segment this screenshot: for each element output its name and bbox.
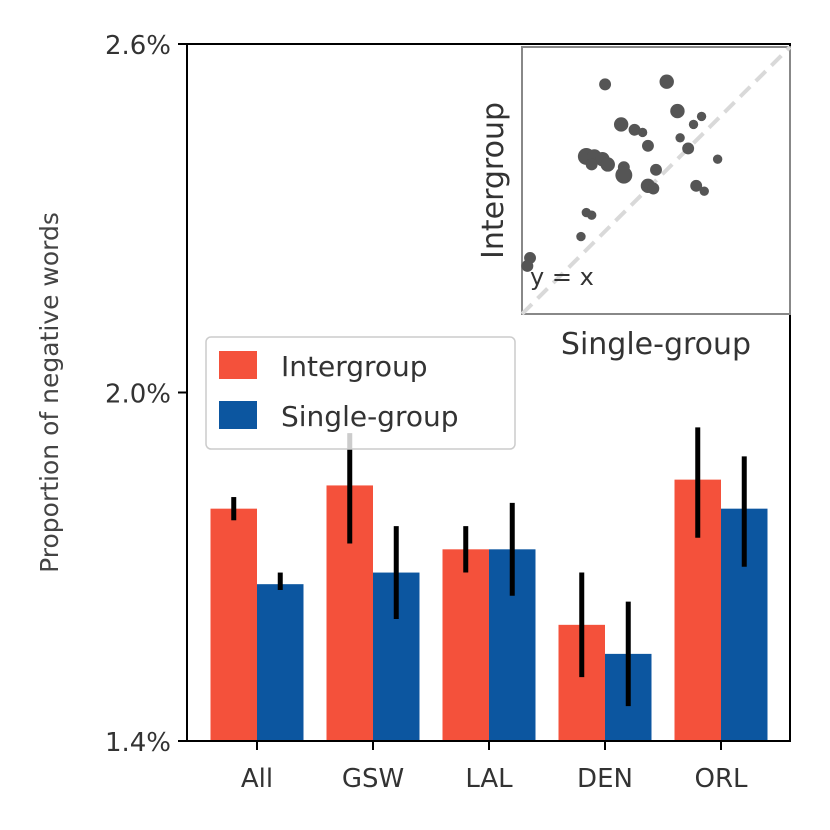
inset-scatter: y = x Single-group Intergroup — [476, 45, 792, 362]
legend-label-single-group: Single-group — [281, 400, 459, 433]
legend-label-intergroup: Intergroup — [281, 350, 428, 383]
bars-layer — [210, 479, 768, 741]
bar-intergroup-lal — [442, 549, 489, 741]
inset-points — [521, 74, 723, 272]
reference-line-y-equals-x — [520, 45, 792, 316]
scatter-point — [642, 139, 654, 152]
scatter-point — [628, 123, 641, 136]
inset-y-axis-label: Intergroup — [476, 102, 511, 259]
inset-x-axis-label: Single-group — [561, 327, 751, 362]
scatter-point — [647, 182, 660, 195]
bar-single-group-all — [257, 584, 304, 741]
scatter-point — [599, 78, 612, 91]
scatter-point — [600, 157, 615, 172]
legend: Intergroup Single-group — [205, 336, 516, 450]
scatter-point — [650, 163, 662, 176]
scatter-point — [586, 210, 597, 220]
scatter-point — [712, 154, 723, 164]
inset-annotation: y = x — [530, 263, 594, 291]
scatter-point — [576, 231, 586, 242]
scatter-point — [613, 117, 629, 132]
scatter-point — [699, 186, 709, 196]
legend-swatch-single-group — [219, 401, 257, 429]
x-tick-label-lal: LAL — [465, 764, 513, 794]
scatter-point — [521, 259, 534, 272]
scatter-point — [696, 111, 707, 122]
y-axis-ticks: 1.4% 2.0% 2.6% — [105, 31, 187, 758]
scatter-point — [688, 119, 699, 130]
x-tick-label-den: DEN — [577, 764, 633, 794]
scatter-point — [690, 179, 703, 192]
y-tick-label: 2.0% — [105, 380, 171, 410]
bar-intergroup-all — [210, 508, 257, 741]
scatter-point — [670, 103, 685, 119]
scatter-point — [637, 127, 648, 138]
main-plot: 1.4% 2.0% 2.6% All GSW LAL DEN ORL Proportion … — [35, 31, 791, 794]
y-axis-label: Proportion of negative words — [35, 212, 64, 573]
x-tick-label-all: All — [241, 764, 273, 794]
legend-box — [205, 336, 516, 450]
scatter-point — [585, 158, 598, 171]
legend-swatch-intergroup — [219, 351, 257, 379]
errorbars-layer — [231, 427, 747, 707]
scatter-point — [682, 142, 695, 155]
scatter-point — [615, 166, 633, 184]
y-tick-label: 2.6% — [105, 31, 171, 61]
x-tick-label-orl: ORL — [694, 764, 748, 794]
x-tick-label-gsw: GSW — [342, 764, 404, 794]
scatter-point — [675, 133, 685, 143]
x-axis-ticks: All GSW LAL DEN ORL — [241, 741, 748, 794]
scatter-point — [659, 74, 674, 89]
y-tick-label: 1.4% — [105, 728, 171, 758]
